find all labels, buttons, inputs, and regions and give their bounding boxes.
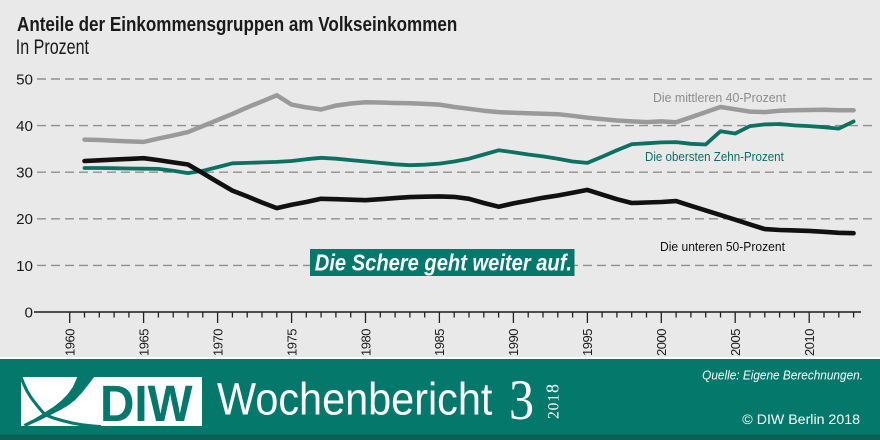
svg-text:Quelle: Eigene Berechnungen.: Quelle: Eigene Berechnungen.: [702, 368, 863, 383]
svg-text:2005: 2005: [728, 329, 743, 356]
svg-text:1975: 1975: [284, 329, 299, 356]
svg-text:In Prozent: In Prozent: [16, 35, 90, 59]
svg-text:DIW: DIW: [100, 376, 193, 433]
svg-text:© DIW Berlin 2018: © DIW Berlin 2018: [742, 412, 860, 428]
svg-text:1985: 1985: [432, 329, 447, 356]
svg-text:50: 50: [16, 71, 33, 88]
svg-text:Die unteren 50-Prozent: Die unteren 50-Prozent: [660, 240, 785, 254]
svg-text:1970: 1970: [210, 329, 225, 356]
svg-text:30: 30: [16, 165, 33, 182]
svg-text:20: 20: [16, 211, 33, 228]
svg-text:1990: 1990: [506, 329, 521, 356]
svg-text:10: 10: [16, 258, 33, 275]
svg-text:1995: 1995: [580, 329, 595, 356]
svg-text:2000: 2000: [654, 329, 669, 356]
svg-text:40: 40: [16, 118, 33, 135]
svg-text:Die mittleren 40-Prozent: Die mittleren 40-Prozent: [653, 91, 786, 105]
svg-text:2010: 2010: [802, 329, 817, 356]
svg-text:Die Schere geht weiter auf.: Die Schere geht weiter auf.: [315, 249, 572, 276]
svg-text:Die obersten Zehn-Prozent: Die obersten Zehn-Prozent: [645, 149, 784, 164]
svg-text:1960: 1960: [63, 329, 78, 356]
svg-text:2018: 2018: [543, 383, 563, 419]
svg-text:1980: 1980: [358, 329, 373, 356]
svg-text:1965: 1965: [136, 329, 151, 356]
svg-text:3: 3: [509, 368, 534, 432]
svg-text:Wochenbericht: Wochenbericht: [217, 375, 492, 425]
svg-text:0: 0: [25, 304, 33, 321]
svg-text:Anteile der Einkommensgruppen: Anteile der Einkommensgruppen am Volksei…: [17, 13, 457, 36]
